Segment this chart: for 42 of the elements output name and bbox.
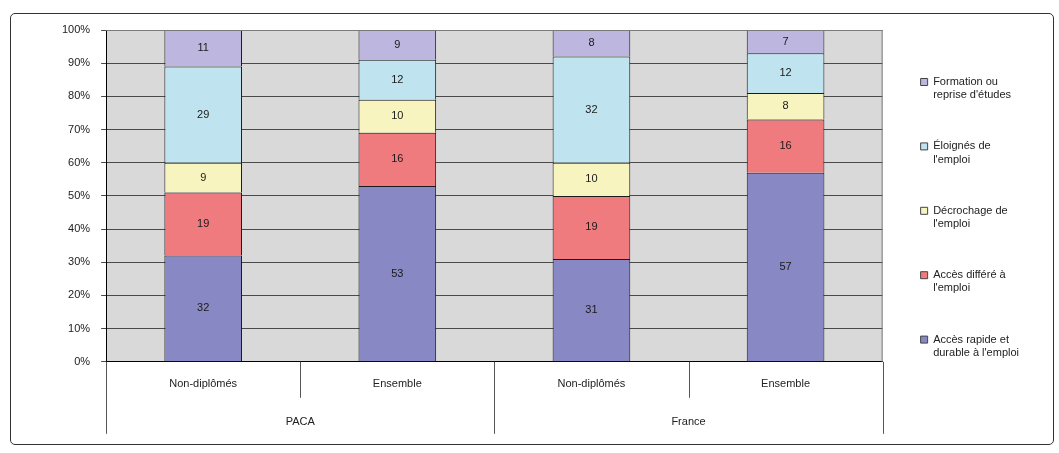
y-tick-label: 70% bbox=[68, 122, 91, 135]
data-label: 9 bbox=[200, 170, 207, 183]
data-label: 8 bbox=[782, 99, 789, 112]
data-label: 8 bbox=[588, 36, 595, 49]
data-label: 53 bbox=[391, 266, 404, 279]
data-label: 12 bbox=[779, 66, 792, 79]
data-label: 31 bbox=[585, 303, 598, 316]
legend-label: Accès rapide et durable à l'emploi bbox=[933, 332, 1019, 358]
y-tick-label: 10% bbox=[68, 321, 91, 334]
y-tick-label: 100% bbox=[61, 23, 91, 36]
data-label: 32 bbox=[585, 102, 598, 115]
data-label: 19 bbox=[197, 217, 210, 230]
legend-label: Décrochage de l'emploi bbox=[933, 203, 1008, 230]
legend-label: Éloignés de l'emploi bbox=[933, 139, 991, 165]
x-tick-label: Non-diplômés bbox=[557, 377, 626, 390]
data-label: 32 bbox=[197, 301, 210, 314]
legend-label: Formation ou reprise d'études bbox=[933, 75, 1012, 101]
data-label: 57 bbox=[779, 260, 792, 273]
y-tick-label: 30% bbox=[68, 255, 91, 268]
text: PACA bbox=[285, 414, 316, 427]
y-tick-label: 50% bbox=[68, 188, 91, 201]
y-tick-label: 80% bbox=[68, 89, 91, 102]
data-label: 10 bbox=[585, 172, 598, 185]
legend-label: Accès différé à l'emploi bbox=[933, 268, 1007, 294]
x-tick-label: Non-diplômés bbox=[169, 377, 238, 390]
data-label: 16 bbox=[391, 152, 404, 165]
data-label: 11 bbox=[197, 41, 209, 54]
data-label: 16 bbox=[779, 139, 792, 152]
x-tick-label: Ensemble bbox=[761, 377, 811, 390]
text: France bbox=[671, 414, 706, 427]
y-tick-label: 20% bbox=[68, 288, 91, 301]
data-label: 7 bbox=[782, 34, 789, 47]
y-tick-label: 90% bbox=[68, 56, 91, 69]
x-tick-label: Ensemble bbox=[372, 377, 422, 390]
y-tick-label: 60% bbox=[68, 155, 91, 168]
data-label: 9 bbox=[394, 37, 401, 50]
data-label: 12 bbox=[391, 72, 404, 85]
y-tick-label: 40% bbox=[68, 222, 91, 235]
data-label: 10 bbox=[391, 109, 404, 122]
data-label: 29 bbox=[197, 107, 210, 120]
y-tick-label: 0% bbox=[74, 354, 91, 367]
data-label: 19 bbox=[585, 220, 598, 233]
